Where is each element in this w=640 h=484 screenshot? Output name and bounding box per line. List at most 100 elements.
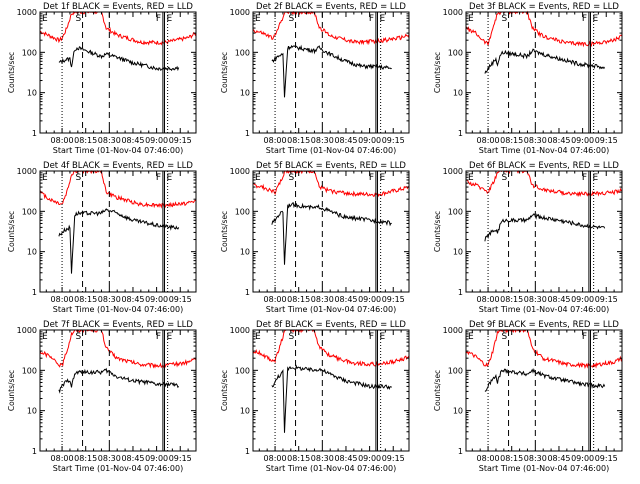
x-tick-label: 09:00 (571, 454, 594, 463)
events-series-line (484, 367, 606, 392)
marker-letter-e: E (166, 173, 172, 183)
y-tick-label: 1 (245, 288, 250, 297)
marker-letter-start: E (468, 14, 474, 24)
y-tick-label: 10 (27, 407, 37, 416)
marker-letter-e: E (592, 173, 598, 183)
x-tick-label: 08:00 (51, 136, 74, 145)
y-tick-label: 10 (240, 89, 250, 98)
y-tick-label: 100 (235, 366, 250, 375)
x-tick-label: 08:00 (477, 136, 500, 145)
y-tick-label: 1 (245, 129, 250, 138)
events-series-line (58, 208, 180, 274)
x-tick-label: 09:00 (358, 454, 381, 463)
chart-title: Det 9f BLACK = Events, RED = LLD (469, 320, 619, 330)
marker-letter-e: E (166, 332, 172, 342)
y-tick-label: 1000 (443, 326, 463, 335)
x-tick-label: 08:45 (121, 136, 144, 145)
y-tick-label: 10 (453, 248, 463, 257)
x-tick-label: 08:15 (74, 136, 97, 145)
y-tick-label: 1000 (443, 167, 463, 176)
x-tick-label: 08:15 (500, 454, 523, 463)
marker-letter-f: F (582, 332, 587, 342)
x-tick-label: 09:00 (358, 295, 381, 304)
y-axis-label: Counts/sec (220, 370, 229, 411)
y-tick-label: 1000 (17, 326, 37, 335)
plot-frame (39, 329, 197, 452)
x-tick-label: 09:00 (145, 295, 168, 304)
marker-letter-e: E (592, 332, 598, 342)
events-series-line (58, 46, 180, 72)
x-tick-label: 09:15 (382, 136, 405, 145)
lld-series-line (252, 328, 410, 368)
y-tick-label: 1 (458, 447, 463, 456)
y-tick-label: 1000 (17, 167, 37, 176)
x-tick-label: 08:45 (121, 295, 144, 304)
y-tick-label: 1000 (230, 167, 250, 176)
marker-letter-e: E (379, 14, 385, 24)
chart-title: Det 8f BLACK = Events, RED = LLD (256, 320, 406, 330)
plot-frame (39, 11, 197, 134)
marker-letter-s: S (502, 173, 508, 183)
plot-frame (465, 329, 623, 452)
x-axis-label: Start Time (01-Nov-04 07:46:00) (53, 146, 183, 155)
y-tick-label: 1 (32, 447, 37, 456)
x-axis-label: Start Time (01-Nov-04 07:46:00) (479, 305, 609, 314)
x-axis-label: Start Time (01-Nov-04 07:46:00) (53, 305, 183, 314)
marker-letter-f: F (369, 173, 374, 183)
x-axis-label: Start Time (01-Nov-04 07:46:00) (479, 464, 609, 473)
marker-letter-start: E (42, 14, 48, 24)
x-tick-label: 08:30 (524, 454, 547, 463)
marker-letter-s: S (502, 14, 508, 24)
marker-letter-start: E (255, 173, 261, 183)
x-tick-label: 08:00 (264, 454, 287, 463)
plot-frame (465, 170, 623, 293)
y-tick-label: 10 (240, 248, 250, 257)
y-tick-label: 10 (27, 248, 37, 257)
marker-letter-e: E (379, 332, 385, 342)
marker-letter-start: E (42, 332, 48, 342)
marker-letter-f: F (369, 14, 374, 24)
y-tick-label: 100 (235, 207, 250, 216)
x-tick-label: 08:15 (287, 454, 310, 463)
marker-letter-start: E (468, 173, 474, 183)
marker-letter-f: F (156, 14, 161, 24)
chart-title: Det 1f BLACK = Events, RED = LLD (43, 2, 193, 12)
marker-letter-s: S (76, 173, 82, 183)
chart-title: Det 4f BLACK = Events, RED = LLD (43, 161, 193, 171)
x-tick-label: 08:45 (334, 295, 357, 304)
y-tick-label: 1 (458, 129, 463, 138)
x-axis-label: Start Time (01-Nov-04 07:46:00) (266, 464, 396, 473)
marker-letter-f: F (582, 14, 587, 24)
y-tick-label: 100 (448, 207, 463, 216)
y-tick-label: 10 (240, 407, 250, 416)
y-axis-label: Counts/sec (7, 52, 16, 93)
x-tick-label: 08:00 (51, 295, 74, 304)
x-tick-label: 08:00 (264, 295, 287, 304)
x-tick-label: 08:15 (287, 295, 310, 304)
y-axis-label: Counts/sec (220, 52, 229, 93)
x-tick-label: 09:15 (382, 454, 405, 463)
x-tick-label: 09:15 (169, 136, 192, 145)
x-tick-label: 08:30 (98, 136, 121, 145)
lld-series-line (465, 170, 623, 198)
y-axis-label: Counts/sec (7, 211, 16, 252)
x-tick-label: 09:15 (595, 454, 618, 463)
x-tick-label: 09:15 (169, 295, 192, 304)
x-tick-label: 08:45 (547, 136, 570, 145)
events-series-line (271, 364, 392, 433)
x-axis-label: Start Time (01-Nov-04 07:46:00) (479, 146, 609, 155)
x-tick-label: 08:30 (524, 136, 547, 145)
x-tick-label: 09:00 (145, 136, 168, 145)
x-tick-label: 08:15 (500, 136, 523, 145)
marker-letter-s: S (76, 14, 82, 24)
x-tick-label: 08:00 (477, 295, 500, 304)
x-tick-label: 09:15 (595, 295, 618, 304)
x-tick-label: 08:45 (334, 454, 357, 463)
marker-letter-start: E (255, 332, 261, 342)
